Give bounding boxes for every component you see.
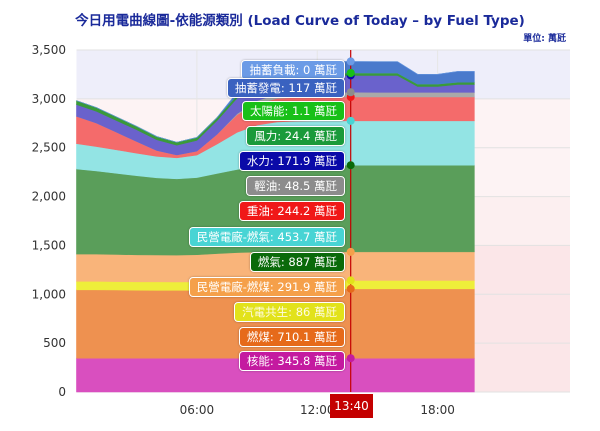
tooltip-item: 風力: 24.4 萬瓩 — [246, 126, 345, 146]
tooltip-item: 汽電共生: 86 萬瓩 — [234, 302, 345, 322]
area-series-燃煤[interactable] — [76, 288, 475, 359]
marker-輕油 — [346, 88, 355, 97]
tooltip-item: 燃煤: 710.1 萬瓩 — [238, 327, 345, 347]
tooltip-item: 輕油: 48.5 萬瓩 — [246, 176, 345, 196]
tooltip-item: 民營電廠-燃氣: 453.7 萬瓩 — [188, 227, 345, 247]
x-tick-label: 06:00 — [180, 403, 215, 417]
y-tick-label: 2,000 — [32, 190, 66, 204]
marker-汽電共生 — [346, 276, 355, 285]
unit-label: 單位: 萬瓩 — [523, 34, 566, 44]
y-tick-label: 1,000 — [32, 287, 66, 301]
x-tick-label: 12:00 — [300, 403, 335, 417]
tooltip-item: 抽蓄負載: 0 萬瓩 — [241, 60, 345, 80]
marker-核能 — [346, 354, 355, 363]
marker-民營電廠-燃氣 — [346, 116, 355, 125]
marker-燃煤 — [346, 284, 355, 293]
tooltip-item: 燃氣: 887 萬瓩 — [249, 252, 345, 272]
y-tick-label: 500 — [43, 336, 66, 350]
marker-民營電廠-燃煤 — [346, 247, 355, 256]
y-tick-label: 2,500 — [32, 141, 66, 155]
area-series-抽蓄負載[interactable] — [76, 61, 475, 143]
tooltip-item: 太陽能: 1.1 萬瓩 — [242, 101, 345, 121]
tooltip-item: 水力: 171.9 萬瓩 — [238, 151, 345, 171]
marker-抽蓄負載 — [346, 57, 355, 66]
y-tick-label: 3,000 — [32, 92, 66, 106]
tooltip-item: 核能: 345.8 萬瓩 — [238, 351, 345, 371]
crosshair-time-badge: 13:40 — [330, 394, 373, 418]
chart-title: 今日用電曲線圖-依能源類別 (Load Curve of Today – by … — [75, 13, 525, 29]
tooltip-item: 重油: 244.2 萬瓩 — [238, 201, 345, 221]
marker-太陽能 — [346, 68, 355, 77]
x-tick-label: 18:00 — [420, 403, 455, 417]
tooltip-item: 民營電廠-燃煤: 291.9 萬瓩 — [188, 277, 345, 297]
y-tick-label: 0 — [58, 385, 66, 399]
y-tick-label: 1,500 — [32, 238, 66, 252]
marker-燃氣 — [346, 161, 355, 170]
tooltip-item: 抽蓄發電: 117 萬瓩 — [226, 78, 345, 98]
y-tick-label: 3,500 — [32, 43, 66, 57]
